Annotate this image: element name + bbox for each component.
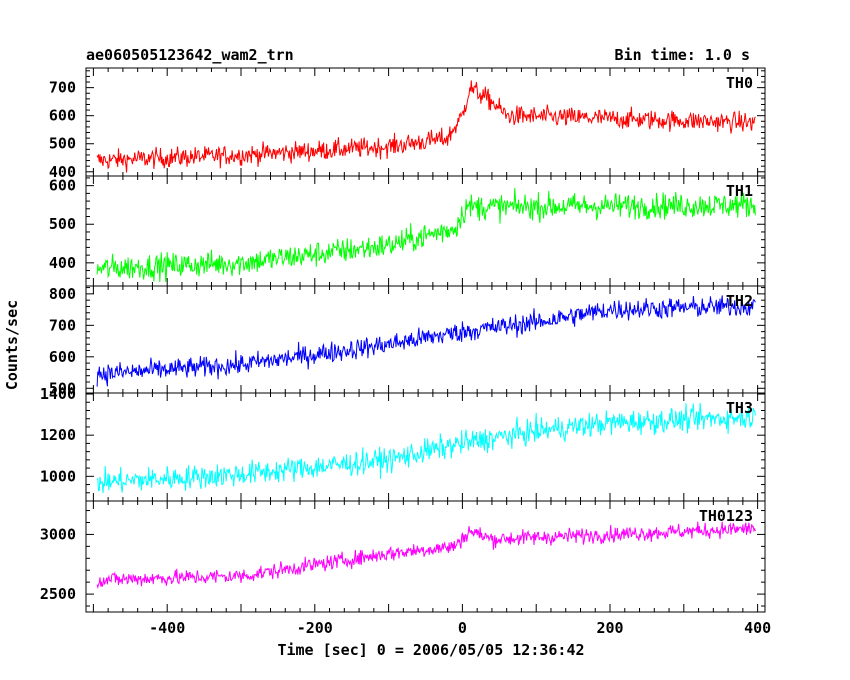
x-tick-label: 200 <box>596 619 623 637</box>
bin-time-label: Bin time: 1.0 s <box>614 46 750 64</box>
panel-th1: 400 500 600 TH1 <box>49 175 766 287</box>
x-axis: -400 -200 0 200 400 <box>149 619 771 637</box>
y-tick-label: 400 <box>49 254 76 272</box>
y-tick-label: 800 <box>49 285 76 303</box>
panel-label-th3: TH3 <box>726 399 753 417</box>
y-tick-label: 500 <box>49 379 76 397</box>
x-tick-label: -200 <box>297 619 333 637</box>
chart-title: ae060505123642_wam2_trn <box>86 46 294 64</box>
y-axis-label: Counts/sec <box>3 300 21 390</box>
panel-th0: 400 500 600 700 TH0 <box>49 67 766 181</box>
y-tick-label: 700 <box>49 316 76 334</box>
x-tick-label: 0 <box>458 619 467 637</box>
y-tick-label: 1400 <box>40 385 76 403</box>
panel-th3: 1000 1200 1400 TH3 <box>40 385 766 502</box>
panel-frame <box>85 500 766 613</box>
y-tick-label: 2500 <box>40 585 76 603</box>
x-tick-label: 400 <box>744 619 771 637</box>
y-tick-label: 400 <box>49 163 76 181</box>
y-tick-label: 1000 <box>40 467 76 485</box>
y-tick-label: 500 <box>49 215 76 233</box>
series-line-th3 <box>96 402 756 494</box>
series-line-th2 <box>96 295 756 387</box>
series-line-th0 <box>96 80 756 173</box>
y-tick-label: 1200 <box>40 426 76 444</box>
series-line-th1 <box>96 187 756 283</box>
x-tick-label: -400 <box>149 619 185 637</box>
y-tick-label: 600 <box>49 348 76 366</box>
y-tick-label: 500 <box>49 135 76 153</box>
panel-th2: 500 600 700 800 TH2 <box>49 285 766 397</box>
y-tick-label: 700 <box>49 79 76 97</box>
panel-label-th1: TH1 <box>726 182 753 200</box>
panel-label-th2: TH2 <box>726 292 753 310</box>
y-tick-label: 600 <box>49 107 76 125</box>
panel-label-th0: TH0 <box>726 74 753 92</box>
y-tick-label: 3000 <box>40 525 76 543</box>
series-line-th0123 <box>96 521 756 589</box>
panel-th0123: 2500 3000 TH0123 <box>40 500 766 613</box>
panel-label-th0123: TH0123 <box>699 507 753 525</box>
x-axis-label: Time [sec] 0 = 2006/05/05 12:36:42 <box>277 641 584 659</box>
panels: 400 500 600 700 TH0 400 500 600 TH1 500 600 700 800 T… <box>40 67 766 613</box>
y-tick-label: 600 <box>49 177 76 195</box>
